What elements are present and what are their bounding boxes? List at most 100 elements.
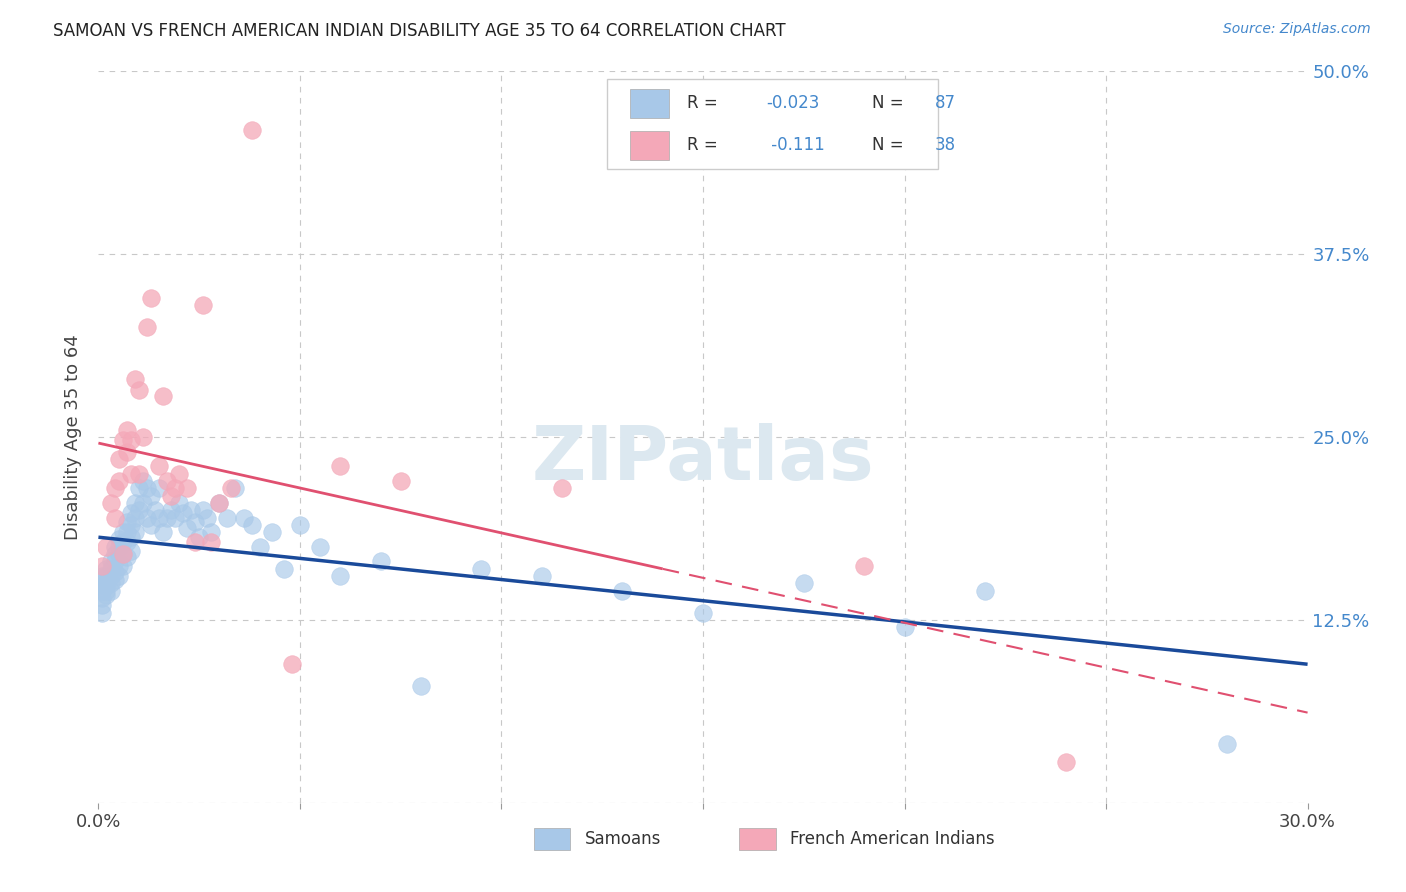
Point — [111, 433, 134, 447]
Point — [107, 474, 129, 488]
Point — [139, 291, 162, 305]
Point — [103, 481, 125, 495]
Point — [180, 503, 202, 517]
Point — [221, 481, 243, 495]
Point — [208, 496, 231, 510]
Text: French American Indians: French American Indians — [790, 830, 994, 848]
Point — [103, 554, 125, 568]
Text: -0.111: -0.111 — [766, 136, 825, 154]
Text: 87: 87 — [935, 95, 956, 112]
Point — [135, 481, 157, 495]
Point — [167, 496, 190, 510]
Point — [167, 467, 190, 481]
Point — [107, 547, 129, 561]
Point — [193, 298, 215, 312]
Point — [132, 474, 155, 488]
Point — [96, 579, 118, 593]
Text: -0.023: -0.023 — [766, 95, 820, 112]
Point — [120, 467, 142, 481]
Text: SAMOAN VS FRENCH AMERICAN INDIAN DISABILITY AGE 35 TO 64 CORRELATION CHART: SAMOAN VS FRENCH AMERICAN INDIAN DISABIL… — [53, 22, 786, 40]
Point — [132, 496, 155, 510]
Point — [100, 583, 122, 598]
Text: N =: N = — [872, 95, 904, 112]
Point — [139, 489, 162, 503]
Point — [91, 591, 114, 605]
Point — [156, 510, 179, 524]
Point — [551, 481, 574, 495]
Point — [124, 496, 146, 510]
Point — [100, 562, 122, 576]
Point — [281, 657, 304, 671]
Point — [172, 506, 194, 520]
Point — [111, 535, 134, 549]
Point — [100, 576, 122, 591]
Text: R =: R = — [688, 136, 718, 154]
Point — [148, 510, 170, 524]
Point — [1216, 737, 1239, 751]
Point — [111, 558, 134, 573]
Point — [120, 506, 142, 520]
Text: N =: N = — [872, 136, 904, 154]
Point — [288, 517, 311, 532]
FancyBboxPatch shape — [607, 79, 938, 169]
Bar — [630, 131, 669, 160]
Point — [224, 481, 246, 495]
Point — [128, 467, 150, 481]
Point — [107, 533, 129, 547]
Point — [249, 540, 271, 554]
Point — [974, 583, 997, 598]
Point — [111, 547, 134, 561]
Point — [195, 510, 218, 524]
Point — [120, 433, 142, 447]
Point — [111, 547, 134, 561]
Point — [103, 565, 125, 579]
Point — [163, 481, 186, 495]
Text: 38: 38 — [935, 136, 956, 154]
Point — [139, 517, 162, 532]
Text: R =: R = — [688, 95, 718, 112]
Point — [100, 554, 122, 568]
Point — [692, 606, 714, 620]
Point — [91, 558, 114, 573]
Point — [160, 503, 183, 517]
Point — [96, 576, 118, 591]
Point — [120, 517, 142, 532]
Point — [96, 540, 118, 554]
Point — [148, 459, 170, 474]
Point — [793, 576, 815, 591]
Point — [156, 474, 179, 488]
Text: Source: ZipAtlas.com: Source: ZipAtlas.com — [1223, 22, 1371, 37]
Point — [96, 562, 118, 576]
Point — [107, 452, 129, 467]
Point — [135, 510, 157, 524]
Point — [309, 540, 332, 554]
Point — [470, 562, 492, 576]
Point — [184, 515, 207, 529]
Point — [135, 320, 157, 334]
Point — [530, 569, 553, 583]
Point — [120, 530, 142, 544]
Point — [128, 384, 150, 398]
Point — [103, 547, 125, 561]
Bar — [740, 829, 776, 850]
Text: ZIPatlas: ZIPatlas — [531, 423, 875, 496]
Point — [193, 503, 215, 517]
Point — [200, 535, 222, 549]
Point — [128, 481, 150, 495]
Point — [124, 525, 146, 540]
Point — [91, 599, 114, 613]
Point — [115, 525, 138, 540]
Point — [120, 544, 142, 558]
Point — [176, 521, 198, 535]
Point — [107, 540, 129, 554]
Point — [115, 515, 138, 529]
Point — [176, 481, 198, 495]
Point — [370, 554, 392, 568]
Point — [115, 549, 138, 564]
Text: Samoans: Samoans — [585, 830, 661, 848]
Point — [188, 530, 211, 544]
Point — [107, 558, 129, 573]
Point — [389, 474, 412, 488]
Point — [329, 459, 352, 474]
Point — [148, 481, 170, 495]
